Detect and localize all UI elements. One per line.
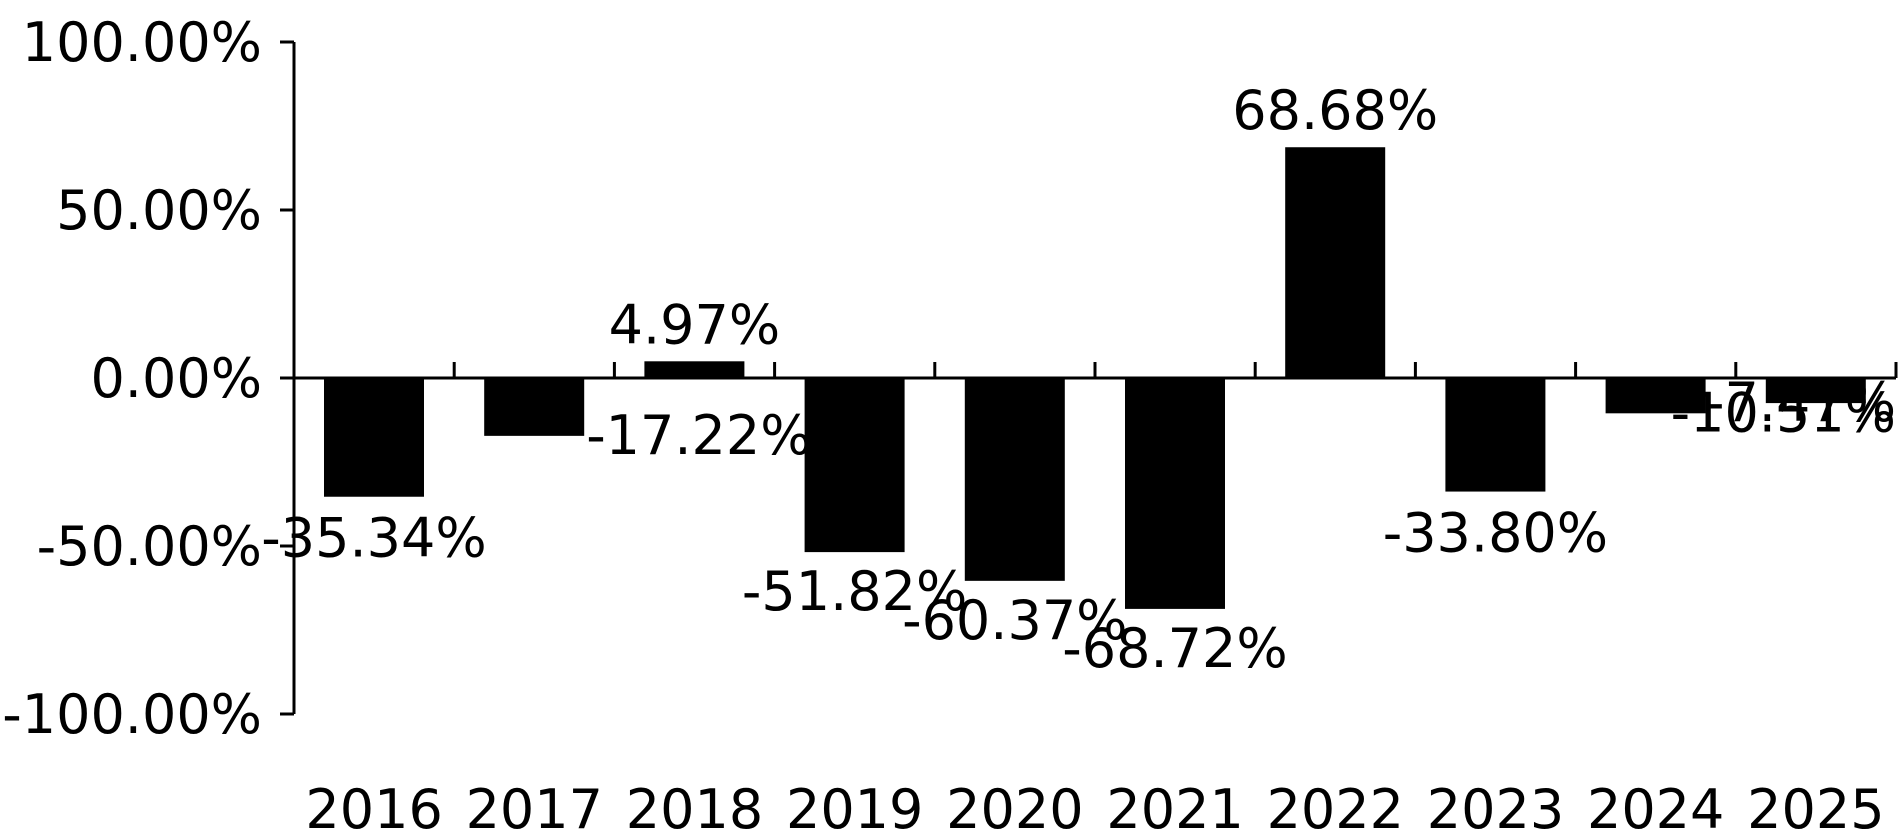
bar-value-label: -68.72% [1062, 617, 1287, 680]
x-tick-label: 2017 [466, 778, 603, 833]
y-tick-label: 50.00% [56, 179, 262, 242]
bar [1285, 147, 1386, 378]
x-tick-label: 2024 [1587, 778, 1724, 833]
x-axis: 2016 2017 2018 2019 2020 2021 2022 2023 2024 2025 [294, 362, 1898, 833]
bar [644, 361, 745, 378]
x-tick-label: 2023 [1427, 778, 1564, 833]
bar [804, 378, 905, 553]
bar-value-label: -33.80% [1383, 502, 1608, 565]
data-labels: -35.34% -17.22% 4.97% -51.82%-60.37%-68.72%… [261, 79, 1896, 680]
x-tick-label: 2019 [786, 778, 923, 833]
y-tick-label: 100.00% [22, 11, 262, 74]
bar [1765, 378, 1866, 404]
bar-value-label: -7.47% [1705, 371, 1896, 434]
x-tick-label: 2018 [626, 778, 763, 833]
bar [964, 378, 1065, 581]
x-tick-label: 2016 [305, 778, 442, 833]
y-tick-label: 0.00% [90, 347, 262, 410]
bar-value-label: -60.37% [902, 589, 1127, 652]
bar [324, 378, 424, 497]
bar [1605, 378, 1706, 414]
x-tick-label: 2020 [946, 778, 1083, 833]
y-axis: 100.00% 50.00% 0.00% -50.00% -100.00% [2, 11, 296, 746]
bar [484, 378, 585, 436]
bar-value-label: 4.97% [609, 293, 781, 356]
bar-value-label: -35.34% [261, 507, 486, 570]
x-tick-label: 2022 [1267, 778, 1404, 833]
bar [1125, 378, 1225, 609]
bar-value-label: -17.22% [586, 404, 811, 467]
bars [324, 147, 1866, 609]
bar [1445, 378, 1546, 492]
x-tick-label: 2021 [1106, 778, 1243, 833]
bar-value-label: -51.82% [742, 560, 967, 623]
bar-value-label: 68.68% [1232, 79, 1438, 142]
y-tick-label: -50.00% [37, 515, 262, 578]
y-tick-label: -100.00% [2, 683, 262, 746]
bar-value-label: -10.51% [1671, 381, 1896, 444]
x-tick-label: 2025 [1747, 778, 1884, 833]
